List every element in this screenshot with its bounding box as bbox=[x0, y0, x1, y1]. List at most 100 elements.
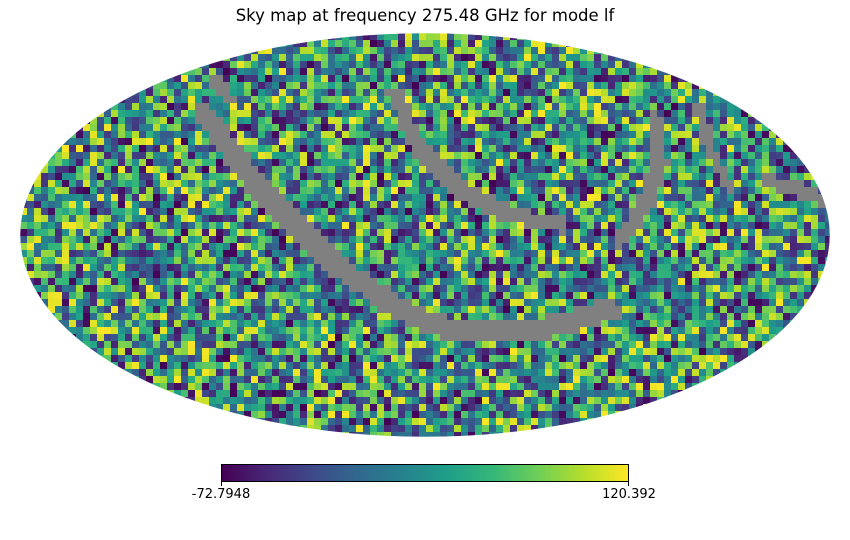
map-pixel bbox=[244, 341, 252, 349]
map-pixel bbox=[573, 292, 581, 300]
map-pixel bbox=[720, 215, 728, 223]
map-pixel bbox=[580, 180, 588, 188]
map-pixel bbox=[622, 138, 630, 146]
map-pixel bbox=[216, 215, 224, 223]
map-pixel bbox=[622, 117, 630, 125]
map-pixel bbox=[405, 187, 413, 195]
map-pixel bbox=[727, 117, 735, 125]
map-pixel bbox=[608, 138, 616, 146]
map-pixel bbox=[90, 320, 98, 328]
map-pixel bbox=[713, 180, 721, 188]
map-pixel bbox=[328, 313, 336, 321]
map-pixel bbox=[447, 33, 455, 41]
map-pixel bbox=[734, 152, 742, 160]
map-pixel bbox=[244, 355, 252, 363]
map-pixel bbox=[412, 201, 420, 209]
map-pixel bbox=[552, 159, 560, 167]
map-pixel bbox=[90, 334, 98, 342]
map-pixel bbox=[825, 250, 830, 258]
map-pixel bbox=[776, 348, 784, 356]
map-pixel bbox=[167, 194, 175, 202]
map-pixel bbox=[286, 110, 294, 118]
map-pixel bbox=[615, 89, 623, 97]
map-pixel bbox=[160, 159, 168, 167]
map-pixel bbox=[76, 313, 84, 321]
map-pixel bbox=[482, 68, 490, 76]
map-pixel bbox=[216, 278, 224, 286]
map-pixel bbox=[692, 166, 700, 174]
map-pixel bbox=[440, 82, 448, 90]
map-pixel bbox=[286, 306, 294, 314]
map-pixel bbox=[496, 243, 504, 251]
map-pixel bbox=[216, 138, 224, 146]
map-pixel bbox=[790, 271, 798, 279]
map-pixel bbox=[482, 201, 490, 209]
map-pixel bbox=[391, 271, 399, 279]
map-pixel bbox=[685, 236, 693, 244]
map-pixel bbox=[601, 54, 609, 62]
map-pixel bbox=[510, 341, 518, 349]
map-pixel bbox=[510, 348, 518, 356]
map-pixel bbox=[454, 138, 462, 146]
map-pixel bbox=[258, 257, 266, 265]
map-pixel bbox=[342, 334, 350, 342]
map-pixel bbox=[370, 271, 378, 279]
map-pixel bbox=[489, 285, 497, 293]
map-pixel bbox=[461, 131, 469, 139]
map-pixel bbox=[692, 292, 700, 300]
map-pixel bbox=[48, 159, 56, 167]
map-pixel bbox=[27, 229, 35, 237]
map-pixel bbox=[265, 68, 273, 76]
map-pixel bbox=[783, 194, 791, 202]
map-pixel bbox=[27, 285, 35, 293]
map-pixel bbox=[251, 299, 259, 307]
map-pixel bbox=[615, 166, 623, 174]
map-pixel bbox=[160, 96, 168, 104]
map-pixel bbox=[454, 236, 462, 244]
map-pixel bbox=[447, 369, 455, 377]
map-pixel bbox=[125, 110, 133, 118]
map-pixel bbox=[566, 313, 574, 321]
map-pixel bbox=[594, 292, 602, 300]
map-pixel bbox=[664, 82, 672, 90]
map-pixel bbox=[167, 334, 175, 342]
map-pixel bbox=[461, 124, 469, 132]
map-pixel bbox=[153, 159, 161, 167]
map-pixel bbox=[188, 334, 196, 342]
map-pixel bbox=[510, 89, 518, 97]
map-pixel bbox=[503, 222, 511, 230]
map-pixel bbox=[587, 327, 595, 335]
map-pixel bbox=[454, 201, 462, 209]
map-pixel bbox=[671, 257, 679, 265]
map-pixel bbox=[587, 103, 595, 111]
map-pixel bbox=[202, 152, 210, 160]
map-pixel bbox=[20, 229, 21, 237]
map-pixel bbox=[377, 47, 385, 55]
map-pixel bbox=[174, 166, 182, 174]
map-pixel bbox=[601, 285, 609, 293]
map-pixel bbox=[706, 117, 714, 125]
map-pixel bbox=[650, 208, 658, 216]
map-pixel bbox=[349, 54, 357, 62]
map-pixel bbox=[237, 75, 245, 83]
map-pixel bbox=[118, 306, 126, 314]
map-pixel bbox=[405, 180, 413, 188]
map-pixel bbox=[482, 82, 490, 90]
map-pixel bbox=[594, 138, 602, 146]
map-pixel bbox=[475, 61, 483, 69]
map-pixel bbox=[482, 117, 490, 125]
map-pixel bbox=[517, 110, 525, 118]
map-pixel bbox=[433, 257, 441, 265]
map-pixel bbox=[230, 152, 238, 160]
map-pixel bbox=[685, 334, 693, 342]
map-pixel bbox=[34, 173, 42, 181]
map-pixel bbox=[342, 320, 350, 328]
map-pixel bbox=[643, 201, 651, 209]
map-pixel bbox=[454, 180, 462, 188]
map-pixel bbox=[195, 215, 203, 223]
map-pixel bbox=[797, 159, 805, 167]
map-pixel bbox=[405, 159, 413, 167]
map-pixel bbox=[321, 257, 329, 265]
map-pixel bbox=[678, 292, 686, 300]
map-pixel bbox=[468, 271, 476, 279]
